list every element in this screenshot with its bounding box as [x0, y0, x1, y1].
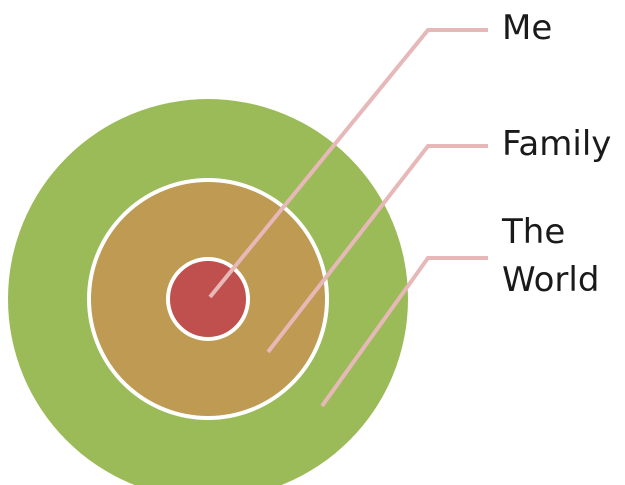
connector-line-the-world [320, 256, 488, 408]
label-the-world-line2: World [502, 260, 600, 300]
connector-line-me [208, 28, 488, 299]
connector-line-family [266, 144, 488, 354]
label-the-world-line1: The [502, 212, 566, 252]
inner-circle-me [166, 257, 250, 341]
label-family: Family [502, 124, 612, 164]
label-me: Me [502, 8, 553, 48]
